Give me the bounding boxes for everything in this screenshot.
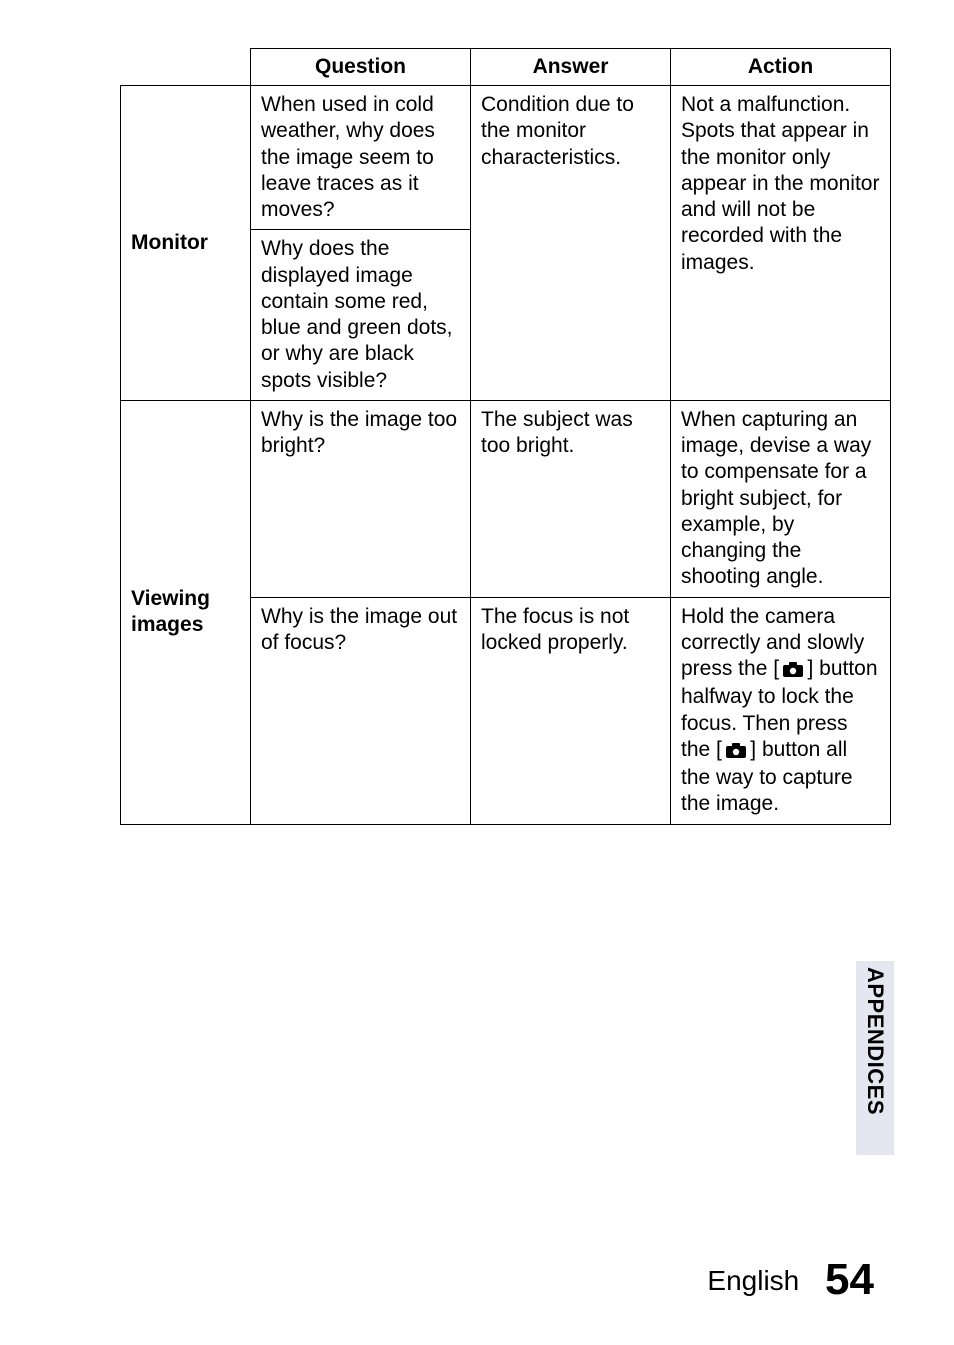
cell-answer: The focus is not locked properly. (471, 597, 671, 824)
cell-action: Not a malfunction. Spots that appear in … (671, 86, 891, 401)
cell-question: Why is the image out of focus? (251, 597, 471, 824)
footer-language: English (707, 1265, 799, 1296)
cell-action: Hold the camera correctly and slowly pre… (671, 597, 891, 824)
troubleshooting-table: Question Answer Action Monitor When used… (120, 48, 891, 825)
col-header-action: Action (671, 49, 891, 86)
table-header-row: Question Answer Action (121, 49, 891, 86)
blank-corner (121, 49, 251, 86)
row-header-viewing: Viewing images (121, 400, 251, 824)
cell-question: When used in cold weather, why does the … (251, 86, 471, 230)
cell-answer: The subject was too bright. (471, 400, 671, 597)
footer-page-number: 54 (825, 1255, 874, 1304)
table-row: Monitor When used in cold weather, why d… (121, 86, 891, 230)
page-footer: English 54 (707, 1255, 874, 1305)
cell-answer: Condition due to the monitor characteris… (471, 86, 671, 401)
page: Question Answer Action Monitor When used… (0, 0, 954, 1345)
cell-question: Why does the displayed image contain som… (251, 230, 471, 401)
side-tab-label: APPENDICES (856, 961, 894, 1155)
row-header-monitor: Monitor (121, 86, 251, 401)
cell-action: When capturing an image, devise a way to… (671, 400, 891, 597)
table-row: Viewing images Why is the image too brig… (121, 400, 891, 597)
camera-icon (783, 658, 803, 684)
col-header-question: Question (251, 49, 471, 86)
col-header-answer: Answer (471, 49, 671, 86)
cell-question: Why is the image too bright? (251, 400, 471, 597)
camera-icon (726, 739, 746, 765)
side-tab: APPENDICES (856, 961, 894, 1155)
